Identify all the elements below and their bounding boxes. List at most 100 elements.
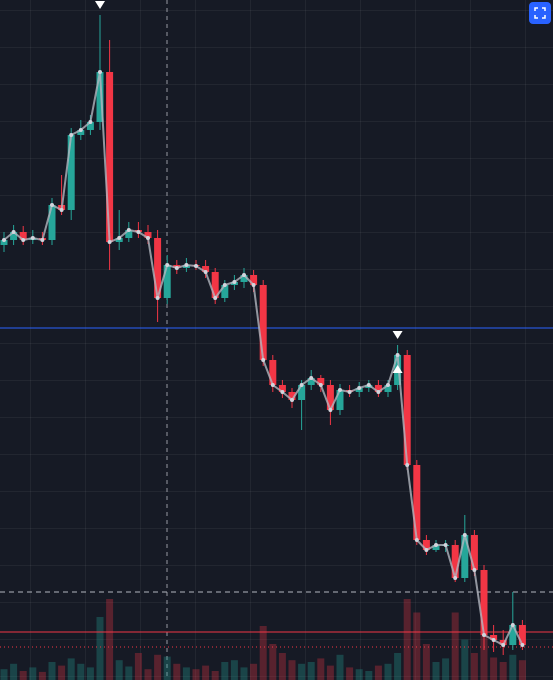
- marker-down: [95, 1, 105, 9]
- volume-bar: [413, 612, 421, 680]
- close-dot: [405, 463, 410, 467]
- candle-body: [374, 385, 382, 392]
- close-dot: [357, 386, 362, 390]
- close-dot: [117, 236, 122, 240]
- volume-bar: [336, 654, 344, 680]
- close-dot: [98, 70, 102, 74]
- close-dot: [347, 390, 352, 394]
- close-dot: [107, 240, 112, 244]
- volume-bar: [384, 663, 392, 680]
- volume-bar: [173, 663, 181, 680]
- candle-body: [509, 625, 517, 645]
- fullscreen-icon: [534, 7, 546, 19]
- marker-up: [392, 365, 403, 373]
- volume-bar: [403, 599, 411, 680]
- volume-bar: [499, 662, 507, 680]
- volume-bar: [96, 617, 104, 680]
- close-dot: [146, 236, 150, 240]
- close-dot: [174, 266, 179, 270]
- volume-bar: [134, 653, 142, 680]
- candle-body: [202, 266, 210, 272]
- candle-body: [413, 465, 421, 540]
- volume-bar: [77, 663, 85, 680]
- volume-bar: [470, 653, 478, 680]
- volume-bar: [509, 654, 517, 680]
- close-dot: [491, 638, 496, 642]
- volume-bar: [154, 654, 162, 680]
- marker-down: [392, 331, 403, 339]
- volume-bar: [451, 612, 459, 680]
- close-dot: [472, 568, 477, 572]
- volume-bar: [288, 660, 296, 680]
- volume-bar: [10, 663, 18, 680]
- volume-bar: [221, 662, 229, 680]
- volume-bar: [250, 663, 258, 680]
- candle-body: [163, 265, 171, 298]
- volume-bar: [19, 671, 27, 680]
- candle-body: [336, 390, 344, 410]
- candle-body: [250, 275, 258, 285]
- candle-body: [288, 392, 296, 400]
- close-dot: [510, 623, 515, 627]
- close-dot: [78, 128, 83, 132]
- candle-body: [0, 240, 8, 245]
- close-dot: [309, 376, 314, 380]
- close-dot: [290, 398, 294, 402]
- close-dot: [424, 548, 429, 552]
- volume-bar: [144, 669, 152, 680]
- candle-body: [403, 355, 411, 465]
- candle-body: [490, 635, 498, 640]
- close-dot: [338, 388, 342, 392]
- close-dot: [88, 120, 93, 124]
- volume-bar: [202, 665, 210, 680]
- close-dot: [453, 576, 458, 580]
- candle-body: [451, 545, 459, 578]
- candle-body: [221, 285, 229, 298]
- volume-bar: [211, 671, 219, 680]
- close-dot: [414, 538, 419, 542]
- close-dot: [482, 633, 486, 637]
- volume-bar: [163, 656, 171, 680]
- volume-bar: [240, 667, 248, 680]
- close-dot: [501, 643, 506, 647]
- fullscreen-button[interactable]: [529, 2, 551, 24]
- close-dot: [299, 383, 304, 387]
- close-dot: [21, 238, 26, 242]
- volume-bar: [374, 665, 382, 680]
- close-dot: [136, 230, 141, 234]
- volume-bar: [269, 644, 277, 680]
- volume-bar: [355, 669, 363, 680]
- close-dot: [261, 358, 266, 362]
- volume-bar: [29, 667, 37, 680]
- volume-bar: [86, 667, 94, 680]
- volume-bar: [365, 671, 373, 680]
- close-dot: [40, 238, 45, 242]
- volume-bar: [346, 667, 354, 680]
- candle-body: [125, 230, 133, 238]
- candle-body: [326, 385, 334, 410]
- volume-bar: [0, 669, 8, 680]
- close-dot: [520, 643, 525, 647]
- close-dot: [184, 263, 189, 267]
- candle-body: [19, 232, 27, 240]
- volume-bar: [259, 626, 267, 680]
- close-dot: [280, 390, 285, 394]
- volume-bar: [38, 671, 46, 680]
- volume-bar: [125, 666, 133, 680]
- candle-body: [278, 385, 286, 392]
- volume-bar: [192, 669, 200, 680]
- close-dot: [395, 353, 400, 357]
- candle-body: [86, 122, 94, 130]
- candle-body: [77, 130, 85, 135]
- close-dot: [126, 228, 131, 232]
- candle-body: [480, 570, 488, 635]
- volume-bar: [48, 662, 56, 680]
- close-dot: [366, 383, 371, 387]
- volume-bar: [394, 653, 402, 680]
- close-dot: [30, 236, 35, 240]
- close-dot: [232, 280, 237, 284]
- close-dot: [203, 270, 208, 274]
- candle-body: [384, 385, 392, 392]
- close-dot: [50, 203, 54, 207]
